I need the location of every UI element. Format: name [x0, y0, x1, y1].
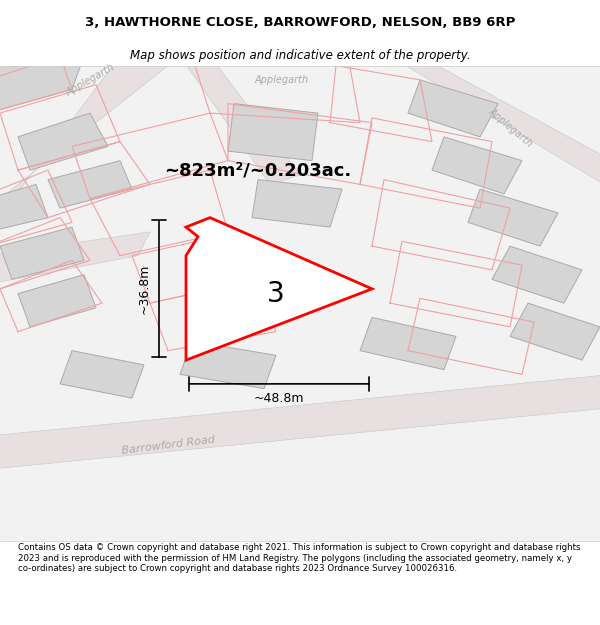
Polygon shape [0, 184, 48, 232]
Polygon shape [510, 303, 600, 360]
Polygon shape [18, 274, 96, 327]
Text: Contains OS data © Crown copyright and database right 2021. This information is : Contains OS data © Crown copyright and d… [18, 543, 581, 573]
Polygon shape [186, 217, 372, 360]
Polygon shape [18, 113, 108, 170]
Polygon shape [0, 56, 180, 232]
Polygon shape [60, 351, 144, 398]
Polygon shape [492, 246, 582, 303]
Text: Applegarth: Applegarth [255, 75, 309, 85]
Text: 3, HAWTHORNE CLOSE, BARROWFORD, NELSON, BB9 6RP: 3, HAWTHORNE CLOSE, BARROWFORD, NELSON, … [85, 16, 515, 29]
Polygon shape [432, 137, 522, 194]
Text: Applegarth: Applegarth [486, 106, 534, 149]
Polygon shape [0, 232, 150, 284]
Polygon shape [0, 227, 84, 279]
Text: ~36.8m: ~36.8m [137, 264, 151, 314]
Polygon shape [390, 56, 600, 189]
Text: ~48.8m: ~48.8m [254, 392, 304, 404]
Polygon shape [0, 374, 600, 469]
Polygon shape [0, 56, 84, 113]
Text: Barrowford Road: Barrowford Road [121, 435, 215, 456]
Polygon shape [228, 104, 318, 161]
Polygon shape [48, 161, 132, 208]
Polygon shape [468, 189, 558, 246]
Polygon shape [408, 80, 498, 137]
Text: Applegarth: Applegarth [64, 62, 116, 98]
Polygon shape [180, 341, 276, 389]
Polygon shape [360, 318, 456, 369]
Polygon shape [180, 56, 300, 184]
Text: 3: 3 [267, 279, 285, 308]
Polygon shape [252, 179, 342, 227]
Text: ~823m²/~0.203ac.: ~823m²/~0.203ac. [164, 161, 352, 179]
Text: Map shows position and indicative extent of the property.: Map shows position and indicative extent… [130, 49, 470, 62]
